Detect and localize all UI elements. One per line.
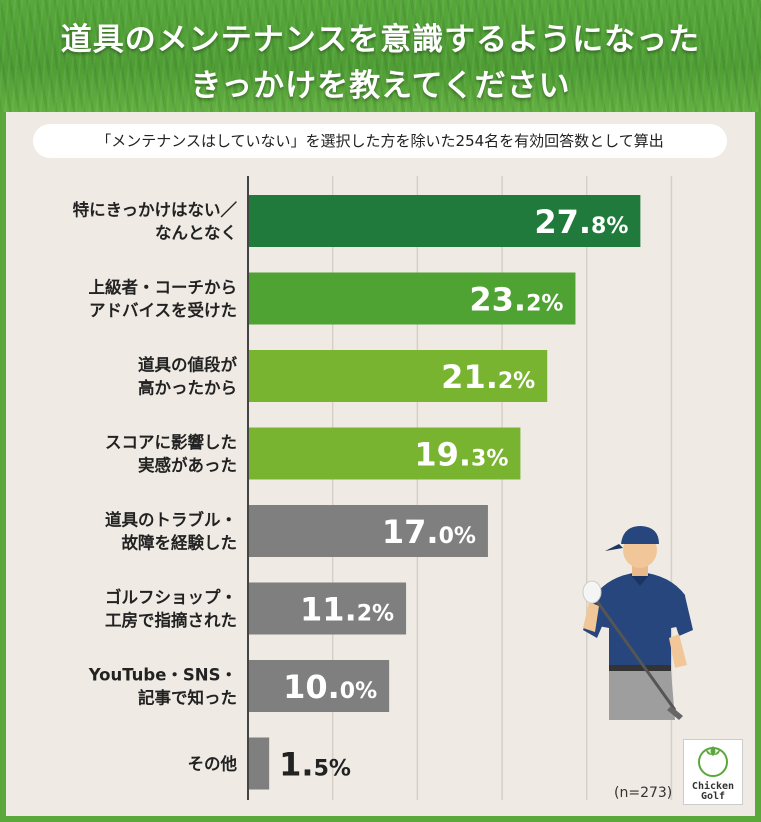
bar: [248, 582, 407, 635]
value-label-decimal: 8%: [591, 214, 628, 239]
category-label-line: なんとなく: [155, 224, 237, 243]
bar: [248, 505, 488, 557]
category-label-line: スコアに影響した: [105, 432, 237, 452]
category-label-line: その他: [188, 754, 238, 774]
header-banner: 道具のメンテナンスを意識するようになった きっかけを教えてください: [0, 0, 761, 112]
category-label-line: 高かったから: [138, 378, 237, 398]
value-label: 1.5%: [279, 746, 351, 784]
logo-emblem-icon: [698, 746, 728, 777]
value-label-integer: 23.: [469, 281, 526, 319]
category-label-line: ゴルフショップ・: [105, 587, 237, 607]
category-label-line: 特にきっかけはない／: [73, 200, 238, 220]
value-label-decimal: 2%: [357, 602, 394, 627]
value-label-integer: 1.: [279, 746, 313, 784]
bar: [248, 660, 390, 712]
category-label: 特にきっかけはない／ なんとなく: [73, 200, 238, 243]
logo-text-chicken: Chicken: [691, 781, 735, 792]
value-label-integer: 11.: [300, 591, 357, 629]
value-label-decimal: 0%: [340, 679, 377, 704]
logo-text-golf: Golf: [700, 791, 726, 802]
value-label: 27.8%: [534, 203, 628, 241]
bar: [248, 350, 548, 402]
sample-size-note: (n=273): [614, 785, 673, 801]
bar: [248, 427, 521, 480]
value-label-decimal: 3%: [471, 447, 508, 472]
bar: [248, 737, 270, 790]
value-label: 21.2%: [441, 358, 535, 396]
category-label-line: 工房で指摘された: [105, 610, 237, 630]
value-label: 11.2%: [300, 591, 394, 629]
title-line-2: きっかけを教えてください: [190, 68, 571, 104]
title-line-1: 道具のメンテナンスを意識するようになった: [60, 22, 701, 58]
category-label: スコアに影響した実感があった: [105, 432, 237, 475]
category-label-line: 故障を経験した: [122, 533, 238, 553]
category-label: その他: [188, 754, 238, 774]
category-label: 道具の値段が高かったから: [138, 355, 238, 398]
category-label: 道具のトラブル・故障を経験した: [105, 510, 237, 553]
category-label-line: 記事で知った: [138, 688, 237, 708]
value-label: 10.0%: [283, 668, 377, 706]
bar: [248, 195, 641, 247]
value-label-integer: 19.: [414, 436, 471, 474]
category-label: YouTube・SNS・記事で知った: [88, 666, 237, 708]
golfer-illustration: [582, 526, 693, 720]
bar: [248, 272, 576, 325]
value-label-decimal: 2%: [526, 292, 563, 317]
category-label-line: 道具の値段が: [138, 355, 238, 375]
category-label: 上級者・コーチからアドバイスを受けた: [89, 277, 238, 320]
value-label-integer: 27.: [534, 203, 591, 241]
category-label-line: YouTube・SNS・: [88, 666, 237, 685]
category-label-line: 実感があった: [138, 455, 237, 475]
category-label-line: 道具のトラブル・: [105, 510, 237, 530]
subtitle-pill: 「メンテナンスはしていない」を選択した方を除いた254名を有効回答数として算出: [33, 124, 727, 158]
value-label: 17.0%: [382, 513, 476, 551]
value-label: 23.2%: [469, 281, 563, 319]
category-label: ゴルフショップ・工房で指摘された: [105, 587, 237, 630]
value-label-decimal: 0%: [439, 524, 476, 549]
chicken-golf-logo: Chicken Golf: [683, 739, 743, 805]
category-label-line: アドバイスを受けた: [89, 300, 237, 320]
value-label-integer: 21.: [441, 358, 498, 396]
value-label-integer: 17.: [382, 513, 439, 551]
value-label-decimal: 5%: [314, 757, 351, 782]
value-label-decimal: 2%: [498, 369, 535, 394]
value-label-integer: 10.: [283, 668, 340, 706]
value-label: 19.3%: [414, 436, 508, 474]
category-label-line: 上級者・コーチから: [89, 277, 238, 297]
